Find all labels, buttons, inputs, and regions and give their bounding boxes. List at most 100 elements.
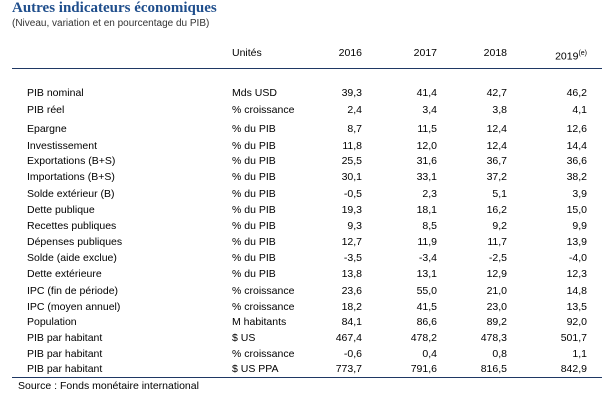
table-row: PIB réel % croissance 2,4 3,4 3,8 4,1	[12, 103, 602, 118]
row-unit: % croissance	[232, 348, 295, 360]
source-note: Source : Fonds monétaire international	[18, 380, 199, 392]
table-row: Dette publique % du PIB 19,3 18,1 16,2 15,0	[12, 203, 602, 218]
row-unit: M habitants	[232, 316, 287, 328]
row-value-2016: 11,8	[342, 140, 362, 152]
row-unit: % croissance	[232, 104, 295, 116]
row-label: Solde extérieur (B)	[27, 188, 115, 200]
row-value-2019: 9,9	[572, 220, 587, 232]
row-value-2016: 19,3	[341, 204, 362, 216]
row-value-2016: 2,4	[347, 104, 362, 116]
row-value-2017: 3,4	[422, 104, 437, 116]
table-row: Recettes publiques % du PIB 9,3 8,5 9,2 9,9	[12, 219, 602, 234]
table-title: Autres indicateurs économiques	[12, 0, 217, 16]
row-value-2018: 42,7	[486, 87, 507, 99]
row-value-2017: 0,4	[422, 348, 437, 360]
row-label: Epargne	[27, 123, 67, 135]
row-label: Population	[27, 316, 77, 328]
row-unit: % du PIB	[232, 155, 276, 167]
row-label: Dette publique	[27, 204, 95, 216]
row-value-2018: 12,4	[486, 123, 507, 135]
row-value-2017: 41,4	[416, 87, 437, 99]
row-label: PIB par habitant	[27, 363, 103, 375]
row-label: IPC (moyen annuel)	[27, 301, 121, 313]
row-value-2016: -0,6	[343, 348, 362, 360]
row-unit: % du PIB	[232, 188, 276, 200]
row-value-2016: 773,7	[335, 363, 362, 375]
row-value-2019: -4,0	[568, 252, 587, 264]
row-label: Solde (aide exclue)	[27, 252, 117, 264]
row-value-2018: 16,2	[486, 204, 507, 216]
row-value-2017: 18,1	[416, 204, 437, 216]
row-value-2016: 39,3	[341, 87, 362, 99]
row-value-2016: -0,5	[343, 188, 362, 200]
bottom-rule	[12, 377, 602, 378]
row-value-2019: 501,7	[560, 332, 587, 344]
table-row: Investissement % du PIB 11,8 12,0 12,4 14,4	[12, 139, 602, 154]
row-value-2017: -3,4	[418, 252, 437, 264]
row-label: PIB par habitant	[27, 348, 103, 360]
row-value-2016: 18,2	[341, 301, 362, 313]
header-year-2017: 2017	[413, 47, 437, 59]
row-value-2017: 86,6	[416, 316, 437, 328]
row-value-2019: 14,8	[566, 285, 587, 297]
header-year-2018: 2018	[483, 47, 507, 59]
row-value-2016: 9,3	[347, 220, 362, 232]
table-row: PIB nominal Mds USD 39,3 41,4 42,7 46,2	[12, 86, 602, 101]
table-row: Population M habitants 84,1 86,6 89,2 92,0	[12, 315, 602, 330]
header-rule	[12, 68, 602, 69]
row-unit: % croissance	[232, 301, 295, 313]
row-value-2018: 21,0	[486, 285, 507, 297]
row-value-2018: 9,2	[492, 220, 507, 232]
row-value-2017: 13,1	[416, 268, 437, 280]
table-row: IPC (moyen annuel) % croissance 18,2 41,5 23…	[12, 300, 602, 315]
row-value-2016: 23,6	[341, 285, 362, 297]
row-value-2019: 38,2	[566, 171, 587, 183]
row-value-2018: 23,0	[486, 301, 507, 313]
row-value-2019: 46,2	[566, 87, 587, 99]
row-value-2016: 84,1	[341, 316, 362, 328]
row-value-2017: 2,3	[422, 188, 437, 200]
row-unit: % du PIB	[232, 268, 276, 280]
row-unit: % du PIB	[232, 140, 276, 152]
row-value-2019: 4,1	[572, 104, 587, 116]
row-value-2018: 5,1	[492, 188, 507, 200]
row-value-2016: 12,7	[341, 236, 362, 248]
header-year-2016: 2016	[338, 47, 362, 59]
row-label: Dette extérieure	[27, 268, 102, 280]
row-unit: % croissance	[232, 285, 295, 297]
table-row: PIB par habitant $ US PPA 773,7 791,6 816,5 8…	[12, 362, 602, 377]
row-value-2016: -3,5	[343, 252, 362, 264]
row-label: Recettes publiques	[27, 220, 117, 232]
row-value-2019: 12,3	[566, 268, 587, 280]
row-value-2018: 37,2	[486, 171, 507, 183]
row-value-2019: 36,6	[566, 155, 587, 167]
row-unit: % du PIB	[232, 236, 276, 248]
row-value-2018: 11,7	[487, 236, 507, 248]
row-label: PIB par habitant	[27, 332, 103, 344]
table-row: Solde extérieur (B) % du PIB -0,5 2,3 5,1 3,9	[12, 187, 602, 202]
table-row: Importations (B+S) % du PIB 30,1 33,1 37,2 38…	[12, 170, 602, 185]
row-unit: $ US	[232, 332, 256, 344]
row-unit: $ US PPA	[232, 363, 279, 375]
row-value-2019: 13,5	[566, 301, 587, 313]
row-value-2017: 478,2	[410, 332, 437, 344]
row-value-2017: 33,1	[416, 171, 437, 183]
row-value-2019: 15,0	[566, 204, 587, 216]
row-value-2018: 12,4	[486, 140, 507, 152]
row-value-2016: 8,7	[347, 123, 362, 135]
row-value-2016: 467,4	[335, 332, 362, 344]
row-value-2017: 8,5	[422, 220, 437, 232]
row-unit: % du PIB	[232, 204, 276, 216]
table-row: Epargne % du PIB 8,7 11,5 12,4 12,6	[12, 122, 602, 137]
row-label: Investissement	[27, 140, 98, 152]
row-unit: Mds USD	[232, 87, 277, 99]
row-value-2019: 3,9	[572, 188, 587, 200]
row-label: PIB nominal	[27, 87, 84, 99]
row-value-2018: 0,8	[492, 348, 507, 360]
row-label: PIB réel	[27, 104, 65, 116]
row-label: Dépenses publiques	[27, 236, 123, 248]
table-row: Exportations (B+S) % du PIB 25,5 31,6 36,7 36…	[12, 154, 602, 169]
row-value-2019: 842,9	[560, 363, 587, 375]
row-unit: % du PIB	[232, 252, 276, 264]
row-value-2017: 55,0	[416, 285, 437, 297]
